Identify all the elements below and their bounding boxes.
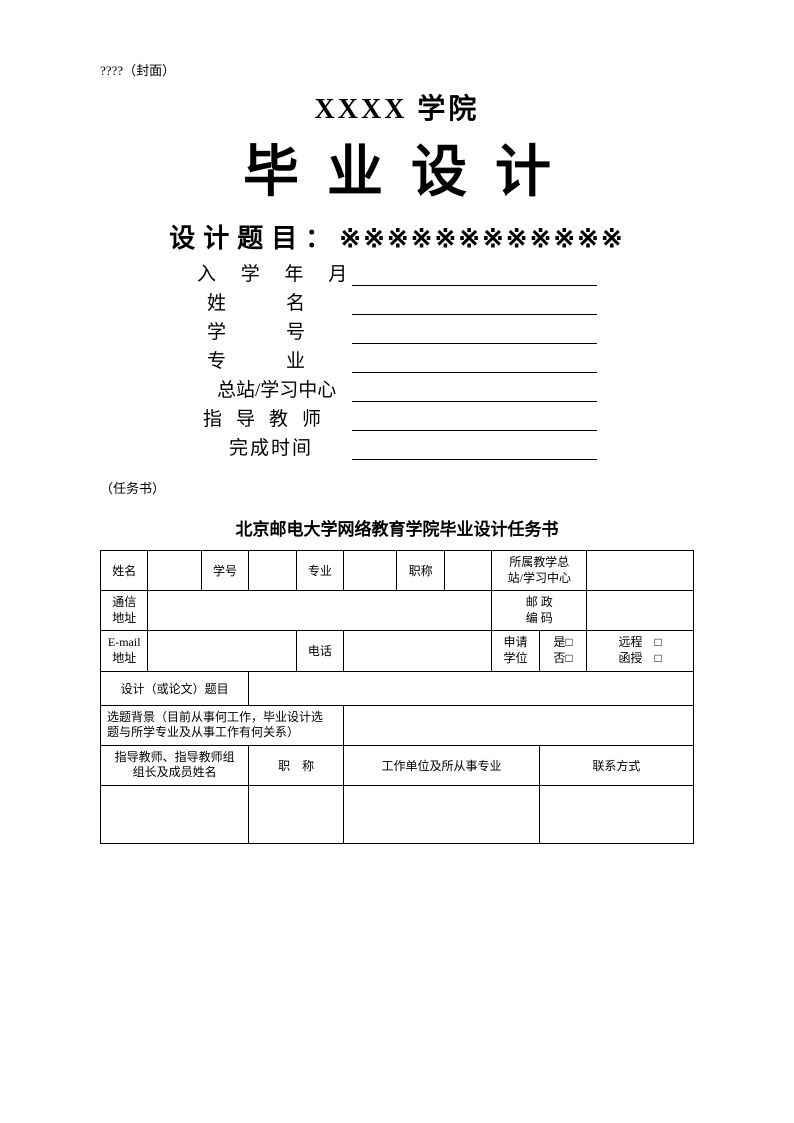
cell-contact-value: [539, 785, 693, 843]
field-underline: [352, 285, 597, 286]
field-student-id: 学号: [197, 317, 597, 344]
cell-id-label: 学号: [201, 551, 248, 591]
field-underline: [352, 343, 597, 344]
table-row: 指导教师、指导教师组组长及成员姓名 职 称 工作单位及所从事专业 联系方式: [101, 745, 694, 785]
table-row: 设计（或论文）题目: [101, 671, 694, 705]
cell-major-value: [344, 551, 397, 591]
field-enroll-date: 入 学 年 月: [197, 259, 597, 286]
field-complete-time: 完成时间: [197, 433, 597, 460]
cell-center-label: 所属教学总站/学习中心: [492, 551, 587, 591]
cell-address-value: [148, 591, 492, 631]
field-label: 指导教师: [197, 404, 352, 431]
table-row: 姓名 学号 专业 职称 所属教学总站/学习中心: [101, 551, 694, 591]
cover-form-fields: 入 学 年 月 姓名 学号 专业 总站/学习中心 指导教师 完成时间: [197, 259, 597, 460]
field-center: 总站/学习中心: [197, 375, 597, 402]
cell-title-label: 职称: [397, 551, 444, 591]
design-topic-value: ※※※※※※※※※※※※: [339, 224, 624, 253]
table-row: [101, 785, 694, 843]
cell-address-label: 通信地址: [101, 591, 148, 631]
field-underline: [352, 459, 597, 460]
cell-name-label: 姓名: [101, 551, 148, 591]
table-row: 选题背景（目前从事何工作，毕业设计选题与所学专业及从事工作有何关系）: [101, 705, 694, 745]
field-label: 姓名: [197, 288, 352, 315]
cell-background-value: [344, 705, 694, 745]
cell-thesis-title-label: 设计（或论文）题目: [101, 671, 249, 705]
field-advisor: 指导教师: [197, 404, 597, 431]
table-row: E-mail地址 电话 申请学位 是□否□ 远程 □函授 □: [101, 631, 694, 671]
main-title: 毕业设计: [100, 127, 694, 208]
table-row: 通信地址 邮 政编 码: [101, 591, 694, 631]
cell-phone-label: 电话: [296, 631, 343, 671]
task-title: 北京邮电大学网络教育学院毕业设计任务书: [100, 515, 694, 540]
cell-postal-value: [587, 591, 694, 631]
field-label: 专业: [197, 346, 352, 373]
cell-contact-label: 联系方式: [539, 745, 693, 785]
cell-thesis-title-value: [249, 671, 694, 705]
cell-background-label: 选题背景（目前从事何工作，毕业设计选题与所学专业及从事工作有何关系）: [101, 705, 344, 745]
cell-workunit-label: 工作单位及所从事专业: [344, 745, 540, 785]
cell-mode-choice: 远程 □函授 □: [587, 631, 694, 671]
field-label: 总站/学习中心: [197, 375, 352, 402]
cell-postal-label: 邮 政编 码: [492, 591, 587, 631]
field-label: 学号: [197, 317, 352, 344]
cell-id-value: [249, 551, 296, 591]
cell-advisor-label: 指导教师、指导教师组组长及成员姓名: [101, 745, 249, 785]
cell-advisor-value: [101, 785, 249, 843]
cell-name-value: [148, 551, 201, 591]
cell-position-label: 职 称: [249, 745, 344, 785]
cover-tag: ????（封面）: [100, 60, 694, 79]
field-underline: [352, 401, 597, 402]
institute-name: XXXX 学院: [100, 87, 694, 127]
field-underline: [352, 314, 597, 315]
field-name: 姓名: [197, 288, 597, 315]
task-tag: （任务书）: [100, 478, 694, 497]
cell-email-value: [148, 631, 296, 671]
task-table: 姓名 学号 专业 职称 所属教学总站/学习中心 通信地址 邮 政编 码 E-ma…: [100, 550, 694, 844]
field-major: 专业: [197, 346, 597, 373]
cell-degree-label: 申请学位: [492, 631, 539, 671]
cell-center-value: [587, 551, 694, 591]
cell-title-value: [444, 551, 491, 591]
cell-degree-choice: 是□否□: [539, 631, 586, 671]
field-underline: [352, 372, 597, 373]
field-underline: [352, 430, 597, 431]
design-topic-label: 设计题目：: [169, 224, 339, 253]
design-topic: 设计题目：※※※※※※※※※※※※: [100, 218, 694, 255]
cell-email-label: E-mail地址: [101, 631, 148, 671]
field-label: 入 学 年 月: [197, 259, 352, 286]
cell-workunit-value: [344, 785, 540, 843]
cell-major-label: 专业: [296, 551, 343, 591]
cell-phone-value: [344, 631, 492, 671]
field-label: 完成时间: [197, 433, 352, 460]
cell-position-value: [249, 785, 344, 843]
